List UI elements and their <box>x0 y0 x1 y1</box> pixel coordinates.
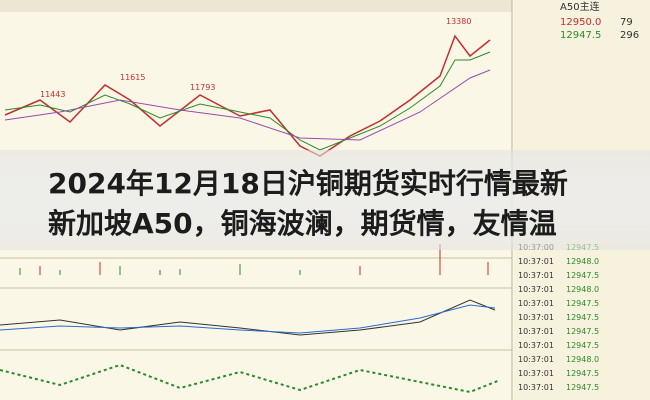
trade-price: 12947.5 <box>566 271 599 280</box>
trade-price: 12947.5 <box>566 313 599 322</box>
price-annotation: 11443 <box>40 90 65 99</box>
trade-time: 10:37:01 <box>518 383 554 392</box>
trade-time: 10:37:01 <box>518 313 554 322</box>
trade-time: 10:37:01 <box>518 369 554 378</box>
trade-time: 10:37:01 <box>518 327 554 336</box>
trades-list: 10:37:0012947.510:37:0112948.010:37:0112… <box>518 243 599 392</box>
price-annotation: 13380 <box>446 17 471 26</box>
price-annotation: 11615 <box>120 73 145 82</box>
headline: 2024年12月18日沪铜期货实时行情最新 <box>48 167 568 200</box>
trade-price: 12947.5 <box>566 327 599 336</box>
trade-price: 12947.5 <box>566 369 599 378</box>
trade-time: 10:37:01 <box>518 271 554 280</box>
trade-price: 12948.0 <box>566 285 599 294</box>
trade-price: 12948.0 <box>566 355 599 364</box>
headline: 新加坡A50，铜海波澜，期货情，友情温 <box>48 207 557 240</box>
trade-price: 12948.0 <box>566 257 599 266</box>
indicator-line <box>0 363 501 394</box>
chart-header <box>0 0 512 12</box>
headline-banner: 2024年12月18日沪铜期货实时行情最新 新加坡A50，铜海波澜，期货情，友情… <box>0 150 650 250</box>
ma-line <box>4 51 491 151</box>
ma-line <box>4 69 491 141</box>
volume-bars <box>39 244 489 275</box>
trade-time: 10:37:01 <box>518 285 554 294</box>
trade-time: 10:37:01 <box>518 341 554 350</box>
trade-time: 10:37:01 <box>518 257 554 266</box>
trade-time: 10:37:01 <box>518 355 554 364</box>
price-annotation: 11793 <box>190 83 215 92</box>
bid-price: 12950.0 <box>560 17 601 28</box>
trade-price: 12947.5 <box>566 383 599 392</box>
volume-bars <box>19 264 301 275</box>
trade-time: 10:37:01 <box>518 299 554 308</box>
ask-price: 12947.5 <box>560 30 601 41</box>
price-line <box>4 34 491 157</box>
symbol: A50主连 <box>560 0 600 13</box>
trade-price: 12947.5 <box>566 341 599 350</box>
bid-size: 79 <box>620 17 633 28</box>
trade-price: 12947.5 <box>566 299 599 308</box>
ask-size: 296 <box>620 30 639 41</box>
indicator-line <box>0 304 496 334</box>
